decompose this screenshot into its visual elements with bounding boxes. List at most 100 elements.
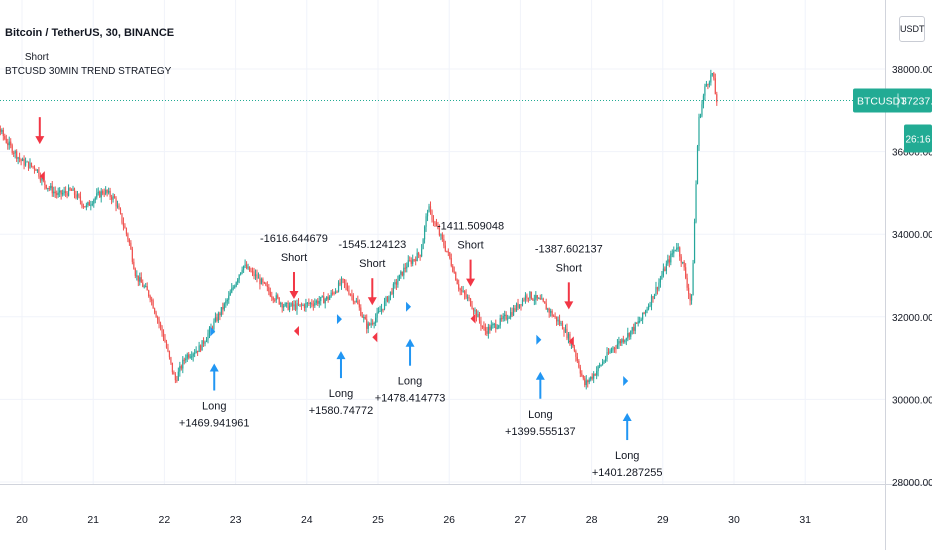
currency-scale-button[interactable]: USDT	[899, 16, 925, 42]
candle	[622, 339, 624, 342]
candle	[474, 310, 476, 312]
candle	[380, 308, 383, 312]
price-tag-symbol: BTCUSDT	[857, 95, 907, 107]
candle	[195, 350, 197, 353]
candle	[93, 199, 95, 204]
candle	[382, 308, 384, 310]
long-arrowhead	[336, 351, 346, 360]
candle	[26, 161, 28, 163]
candle	[125, 228, 128, 234]
candle	[66, 193, 68, 196]
candle	[653, 294, 656, 299]
candle	[667, 259, 669, 264]
candle	[585, 380, 587, 386]
candle	[165, 342, 168, 348]
short-arrowhead	[289, 291, 299, 300]
candle	[24, 162, 27, 166]
candle	[456, 280, 458, 285]
candle	[250, 271, 252, 273]
candle	[455, 272, 457, 281]
candle	[480, 320, 482, 326]
long-profit-value: +1469.941961	[179, 417, 250, 429]
candle	[627, 333, 629, 339]
candle	[219, 313, 221, 316]
candle	[501, 318, 503, 320]
candle	[541, 298, 543, 300]
candle	[143, 286, 145, 288]
candle	[198, 345, 200, 353]
candle	[21, 159, 24, 162]
candle	[85, 205, 87, 208]
candle	[2, 130, 4, 137]
candle	[505, 314, 507, 320]
candle	[567, 334, 570, 339]
candle	[278, 297, 280, 305]
candle	[566, 328, 568, 339]
x-tick-label: 21	[87, 514, 99, 526]
candle	[529, 291, 531, 298]
candle	[343, 279, 346, 284]
candle	[443, 239, 445, 246]
candle	[401, 271, 403, 276]
candle	[610, 350, 613, 352]
candle	[334, 291, 337, 294]
candle	[520, 304, 522, 306]
candle	[122, 222, 125, 227]
candle	[320, 296, 322, 302]
candle	[389, 291, 392, 296]
candle	[618, 341, 620, 345]
candle	[248, 266, 251, 272]
candle	[106, 189, 108, 193]
candle	[283, 306, 285, 308]
candle	[180, 366, 182, 369]
short-label: Short	[25, 52, 49, 63]
candle	[683, 261, 685, 268]
candle	[548, 308, 550, 313]
candle	[391, 291, 393, 295]
candle	[156, 317, 159, 320]
candle	[13, 152, 15, 154]
candle	[158, 319, 160, 324]
candle	[523, 299, 525, 301]
candle	[262, 278, 264, 283]
candle	[33, 166, 36, 170]
candle	[640, 319, 642, 322]
candle	[383, 301, 386, 310]
candle	[109, 190, 111, 197]
candle	[650, 296, 653, 306]
candle	[428, 206, 430, 213]
candle	[573, 347, 575, 351]
candle	[643, 312, 645, 314]
x-tick-label: 20	[16, 514, 28, 526]
candle	[601, 362, 604, 365]
candle	[191, 356, 193, 358]
candle	[342, 278, 344, 280]
candle	[377, 311, 380, 313]
candle	[205, 339, 208, 342]
candle	[400, 271, 402, 275]
candle	[50, 185, 52, 189]
candle	[702, 95, 705, 105]
candle	[515, 303, 518, 311]
candle	[423, 226, 426, 240]
candle	[352, 295, 354, 302]
candle	[646, 309, 648, 311]
candle	[446, 250, 448, 252]
candle	[372, 323, 374, 325]
candle	[511, 312, 513, 316]
candle	[526, 295, 528, 298]
candle	[671, 253, 673, 255]
candle	[152, 300, 154, 309]
x-tick-label: 27	[515, 514, 527, 526]
candle	[547, 308, 549, 310]
candle	[582, 375, 584, 379]
candle	[293, 304, 295, 307]
candle	[185, 358, 187, 361]
candle	[581, 373, 583, 376]
candle	[360, 307, 362, 316]
candle	[112, 196, 114, 200]
candle	[229, 292, 231, 296]
candle	[536, 295, 538, 299]
